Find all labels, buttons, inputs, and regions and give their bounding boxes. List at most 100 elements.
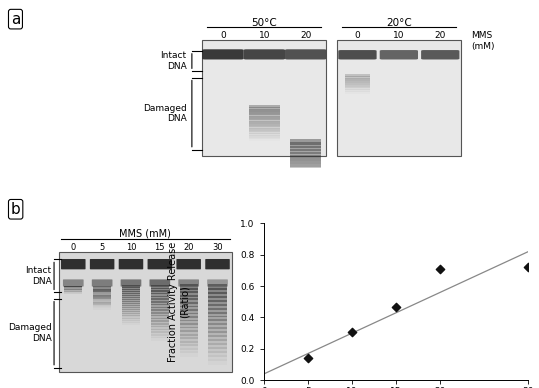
Bar — [290, 177, 321, 183]
Bar — [122, 309, 140, 312]
Bar — [290, 193, 321, 198]
Bar — [151, 307, 169, 311]
Bar — [122, 287, 140, 290]
Bar — [209, 359, 227, 365]
Bar — [93, 304, 111, 306]
Bar — [290, 139, 321, 145]
Bar — [249, 119, 280, 122]
Bar — [344, 91, 370, 94]
Bar — [249, 116, 280, 119]
Bar — [122, 319, 140, 321]
Text: 0: 0 — [355, 31, 361, 40]
Point — [392, 303, 400, 310]
Bar — [64, 292, 82, 293]
Point — [524, 264, 533, 270]
Y-axis label: Fraction Activity Release
(Ratio): Fraction Activity Release (Ratio) — [168, 242, 190, 362]
Bar — [209, 339, 227, 345]
Bar — [151, 285, 169, 289]
Point — [436, 266, 444, 272]
Bar — [179, 341, 198, 346]
Bar — [290, 142, 321, 148]
Bar — [93, 307, 111, 308]
Bar — [179, 327, 198, 332]
FancyBboxPatch shape — [119, 259, 143, 269]
Text: 0: 0 — [71, 243, 76, 252]
Bar — [290, 161, 321, 167]
FancyBboxPatch shape — [338, 50, 377, 59]
Bar — [344, 80, 370, 83]
Bar — [93, 303, 111, 305]
Bar — [93, 289, 111, 291]
FancyBboxPatch shape — [379, 50, 418, 59]
Bar — [290, 174, 321, 180]
Bar — [122, 313, 140, 315]
Bar — [290, 152, 321, 158]
Bar — [344, 76, 370, 79]
FancyBboxPatch shape — [149, 279, 170, 287]
Bar — [151, 296, 169, 300]
Bar — [122, 311, 140, 314]
Bar — [344, 89, 370, 92]
FancyBboxPatch shape — [285, 49, 327, 59]
Bar — [209, 296, 227, 302]
Bar — [122, 291, 140, 294]
Point — [348, 329, 356, 335]
Bar — [151, 323, 169, 327]
Bar — [151, 293, 169, 297]
Bar — [179, 284, 198, 290]
Text: 20: 20 — [434, 31, 446, 40]
Bar — [209, 343, 227, 349]
Bar — [122, 322, 140, 326]
Bar — [249, 109, 280, 112]
Bar — [64, 289, 82, 290]
Bar — [290, 149, 321, 154]
Bar — [122, 295, 140, 298]
Bar — [249, 105, 280, 108]
Bar — [151, 312, 169, 316]
Bar — [179, 352, 198, 357]
Bar — [179, 320, 198, 325]
Bar — [179, 323, 198, 329]
Bar — [93, 298, 111, 300]
Bar — [93, 295, 111, 297]
Bar — [249, 117, 280, 120]
Text: 50°C: 50°C — [252, 18, 277, 28]
Text: b: b — [11, 202, 20, 217]
Bar — [122, 297, 140, 300]
Text: 30: 30 — [212, 243, 223, 252]
Bar — [209, 288, 227, 294]
FancyBboxPatch shape — [207, 279, 228, 287]
Bar — [209, 319, 227, 326]
Bar — [64, 286, 82, 287]
Bar — [179, 334, 198, 339]
Bar — [64, 289, 82, 290]
Bar — [249, 135, 280, 138]
Bar — [249, 114, 280, 117]
Bar — [179, 345, 198, 350]
Bar — [151, 329, 169, 333]
Bar — [179, 291, 198, 297]
Bar — [290, 146, 321, 151]
Bar — [209, 355, 227, 360]
Bar — [93, 296, 111, 298]
Bar — [93, 297, 111, 299]
Bar — [93, 300, 111, 301]
Bar — [179, 316, 198, 321]
Bar — [209, 292, 227, 298]
Bar — [151, 326, 169, 330]
Text: 5: 5 — [100, 243, 105, 252]
FancyBboxPatch shape — [148, 259, 172, 269]
Bar — [93, 308, 111, 310]
Bar — [179, 313, 198, 318]
Bar — [122, 315, 140, 317]
Bar — [122, 285, 140, 288]
Bar — [64, 290, 82, 291]
Bar — [209, 347, 227, 353]
Text: 20: 20 — [300, 31, 312, 40]
FancyBboxPatch shape — [178, 279, 199, 287]
Bar — [249, 129, 280, 132]
Bar — [151, 288, 169, 292]
Bar — [122, 293, 140, 296]
Bar — [93, 294, 111, 296]
Bar — [209, 315, 227, 321]
